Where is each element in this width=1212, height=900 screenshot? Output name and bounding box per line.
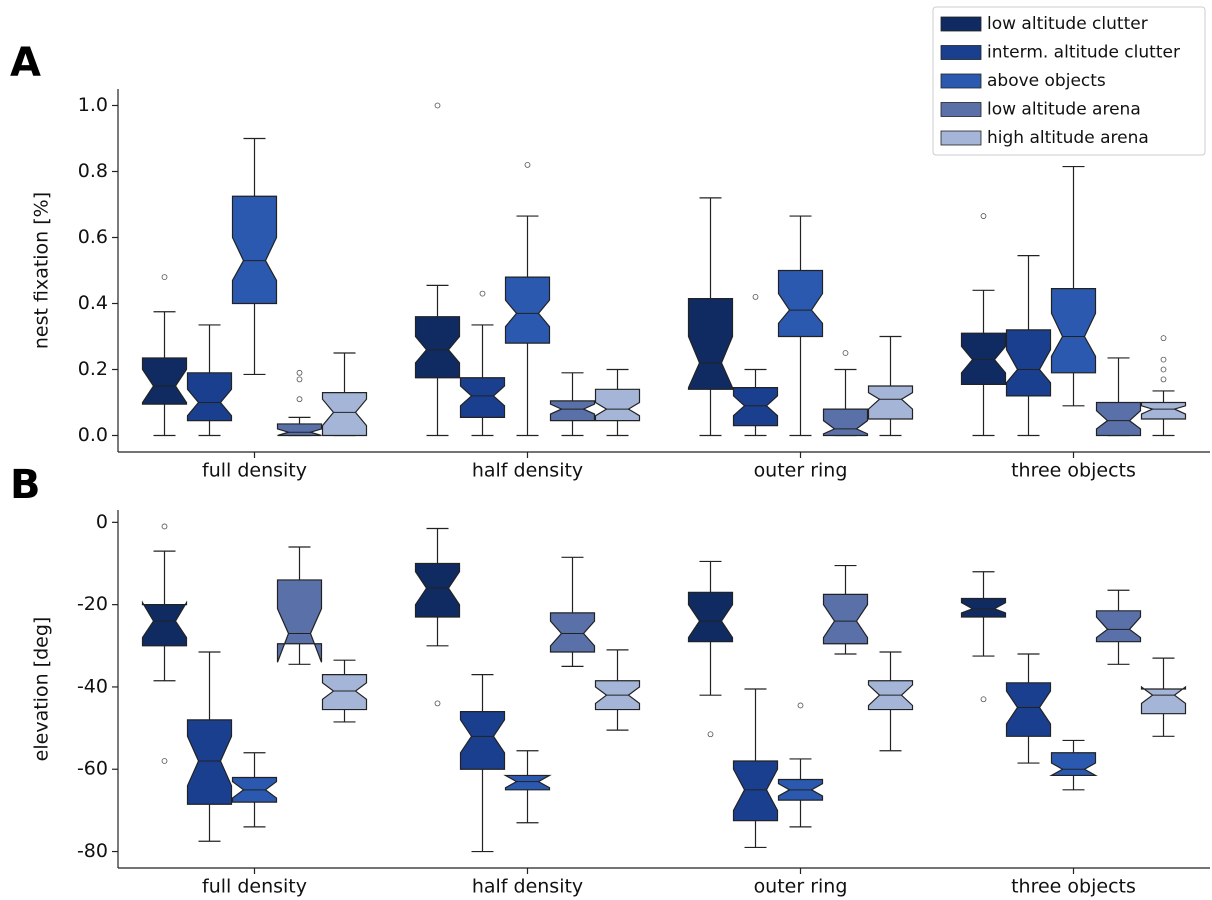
box (141, 600, 188, 647)
y-tick-label: 0.2 (78, 358, 108, 380)
box (276, 423, 323, 437)
legend-label: low altitude clutter (987, 14, 1148, 34)
outlier (296, 369, 303, 376)
box (732, 387, 779, 427)
box (141, 357, 188, 405)
box (822, 408, 869, 437)
box (1005, 329, 1052, 397)
y-tick-label: -60 (77, 758, 108, 780)
outlier (161, 758, 168, 764)
x-tick-label: full density (202, 876, 307, 898)
x-tick-label: outer ring (754, 460, 848, 482)
box (1095, 610, 1142, 643)
box (687, 297, 734, 390)
y-tick-label: 0.4 (78, 292, 108, 314)
y-tick-label: 0.6 (78, 226, 108, 248)
legend-label: high altitude arena (987, 128, 1149, 148)
x-tick-label: half density (472, 876, 583, 898)
box (777, 269, 824, 338)
outlier (434, 102, 441, 109)
y-tick-label: -80 (77, 840, 108, 862)
box (687, 591, 734, 643)
panel-label: A (10, 40, 41, 86)
outlier (1160, 356, 1167, 363)
x-tick-label: full density (202, 460, 307, 482)
y-tick-label: 0 (96, 511, 108, 533)
y-tick-label: -40 (77, 675, 108, 697)
box (549, 612, 596, 653)
box (1140, 685, 1187, 715)
box (732, 760, 779, 822)
y-tick-label: -20 (77, 593, 108, 615)
outlier (842, 350, 849, 356)
box (1095, 401, 1142, 437)
legend-label: low altitude arena (987, 100, 1141, 120)
panel-label: B (10, 462, 41, 508)
box (504, 276, 551, 344)
x-tick-label: outer ring (754, 876, 848, 898)
x-tick-label: three objects (1011, 460, 1136, 482)
box (414, 316, 461, 379)
legend-label: above objects (987, 71, 1106, 91)
outlier (524, 161, 531, 168)
y-tick-label: 0.0 (78, 424, 108, 446)
outlier (434, 700, 441, 707)
box (231, 195, 278, 305)
legend-swatch (940, 102, 982, 117)
legend-swatch (940, 130, 982, 146)
outlier (296, 376, 303, 383)
outlier (1160, 376, 1167, 383)
legend-label: interm. altitude clutter (987, 43, 1180, 63)
outlier (479, 290, 486, 297)
y-tick-label: 1.0 (78, 94, 108, 116)
box (960, 597, 1007, 618)
box (459, 711, 506, 770)
box (459, 377, 506, 418)
legend-swatch (940, 16, 982, 32)
legend (932, 6, 1206, 156)
x-tick-label: half density (472, 460, 583, 482)
box (503, 774, 552, 791)
outlier (296, 396, 303, 403)
outlier (797, 702, 804, 709)
box (1005, 682, 1052, 737)
box (414, 562, 461, 618)
outlier (161, 274, 168, 281)
box (186, 372, 233, 422)
box (321, 673, 368, 711)
box (822, 593, 869, 645)
outlier (980, 213, 987, 219)
box (1140, 401, 1187, 420)
x-tick-label: three objects (1011, 876, 1136, 898)
box (594, 388, 641, 422)
outlier (161, 523, 168, 530)
box (960, 332, 1007, 385)
y-tick-label: 0.8 (78, 160, 108, 182)
y-axis-label: nest fixation [%] (31, 192, 53, 349)
box (1050, 288, 1097, 374)
box (867, 385, 914, 420)
outlier (1160, 335, 1167, 342)
box (186, 719, 233, 805)
box (1049, 752, 1098, 777)
outlier (707, 731, 714, 738)
y-axis-label: elevation [deg] (31, 617, 53, 762)
outlier (752, 293, 759, 300)
outlier (1160, 366, 1167, 373)
box (321, 392, 368, 437)
box (276, 579, 323, 663)
outlier (980, 696, 987, 703)
box (549, 400, 596, 422)
legend-swatch (940, 73, 982, 89)
legend-swatch (940, 45, 982, 60)
